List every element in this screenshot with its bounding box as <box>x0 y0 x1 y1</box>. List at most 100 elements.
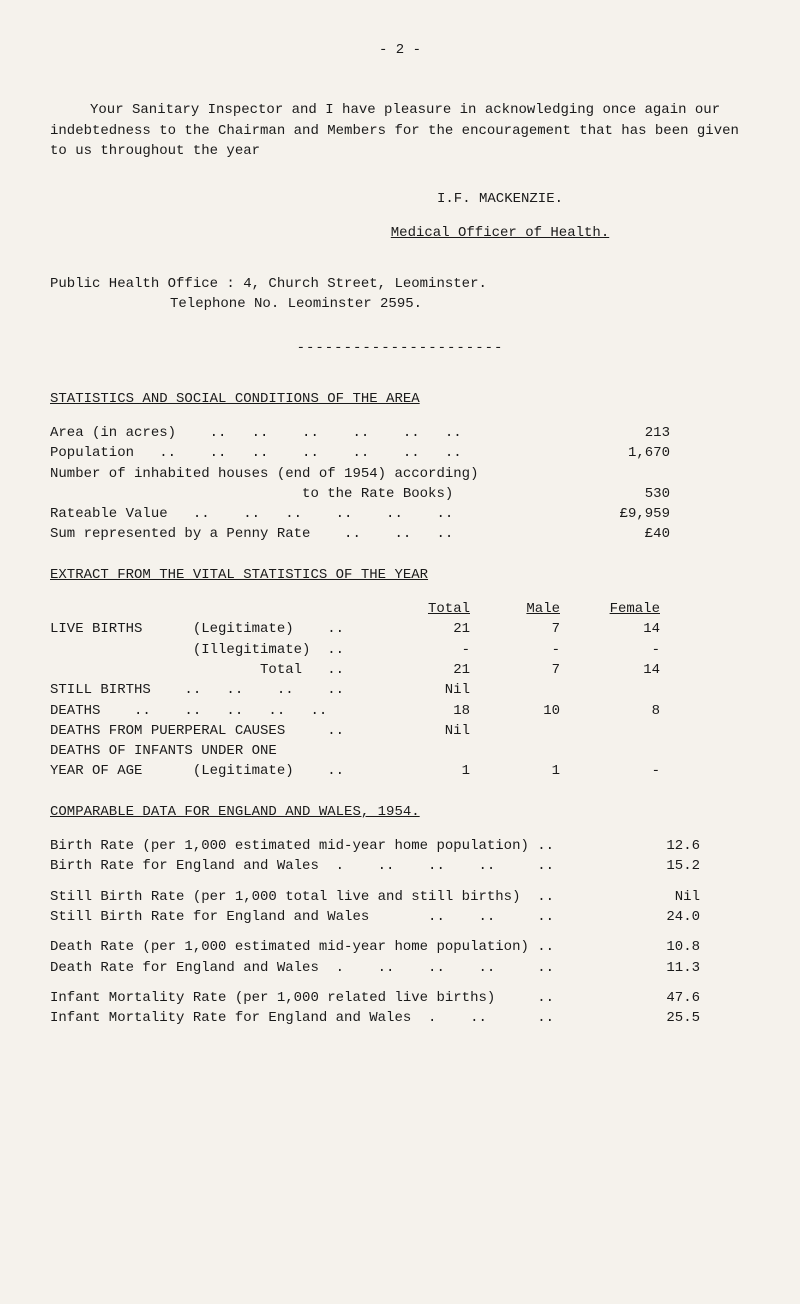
comparable-label: Birth Rate (per 1,000 estimated mid-year… <box>50 836 630 856</box>
heading-comparable: COMPARABLE DATA FOR ENGLAND AND WALES, 1… <box>50 802 750 822</box>
vital-cell: 21 <box>380 660 470 680</box>
comparable-label: Still Birth Rate (per 1,000 total live a… <box>50 887 630 907</box>
stat-value: 1,670 <box>550 443 670 463</box>
vital-cell <box>470 721 560 741</box>
comparable-row: Infant Mortality Rate (per 1,000 related… <box>50 988 750 1008</box>
comparable-value: 24.0 <box>630 907 700 927</box>
vital-header-row: TotalMaleFemale <box>50 599 750 619</box>
heading-statistics: STATISTICS AND SOCIAL CONDITIONS OF THE … <box>50 389 750 409</box>
comparable-gap <box>50 927 750 937</box>
office-line2: Telephone No. Leominster 2595. <box>50 294 750 314</box>
stat-row: Population .. .. .. .. .. .. ..1,670 <box>50 443 750 463</box>
comparable-row: Infant Mortality Rate for England and Wa… <box>50 1008 750 1028</box>
vital-row: DEATHS OF INFANTS UNDER ONE <box>50 741 750 761</box>
stat-value: £9,959 <box>550 504 670 524</box>
vital-cell <box>560 741 660 761</box>
comparable-block: Birth Rate (per 1,000 estimated mid-year… <box>50 836 750 1028</box>
stat-value: 213 <box>550 423 670 443</box>
page-number: - 2 - <box>50 40 750 60</box>
divider: ---------------------- <box>50 338 750 358</box>
stat-label: Area (in acres) .. .. .. .. .. .. <box>50 423 550 443</box>
comparable-value: 11.3 <box>630 958 700 978</box>
vital-row: DEATHS FROM PUERPERAL CAUSES ..Nil <box>50 721 750 741</box>
stat-label: Rateable Value .. .. .. .. .. .. <box>50 504 550 524</box>
statistics-block: Area (in acres) .. .. .. .. .. ..213Popu… <box>50 423 750 545</box>
vital-cell: DEATHS FROM PUERPERAL CAUSES .. <box>50 721 380 741</box>
comparable-row: Death Rate (per 1,000 estimated mid-year… <box>50 937 750 957</box>
comparable-value: 47.6 <box>630 988 700 1008</box>
vital-cell: YEAR OF AGE (Legitimate) .. <box>50 761 380 781</box>
intro-paragraph: Your Sanitary Inspector and I have pleas… <box>50 100 750 161</box>
comparable-gap <box>50 877 750 887</box>
stat-label: to the Rate Books) <box>50 484 550 504</box>
vital-header-cell: Female <box>560 599 660 619</box>
vital-cell: - <box>560 761 660 781</box>
vital-cell: 18 <box>380 701 470 721</box>
vital-cell: 7 <box>470 660 560 680</box>
vital-cell <box>560 680 660 700</box>
vital-cell: Nil <box>380 680 470 700</box>
vital-row: STILL BIRTHS .. .. .. ..Nil <box>50 680 750 700</box>
stat-value: 530 <box>550 484 670 504</box>
office-line1: Public Health Office : 4, Church Street,… <box>50 274 750 294</box>
comparable-value: 12.6 <box>630 836 700 856</box>
stat-value: £40 <box>550 524 670 544</box>
vital-row: LIVE BIRTHS (Legitimate) ..21714 <box>50 619 750 639</box>
comparable-value: 25.5 <box>630 1008 700 1028</box>
stat-value <box>550 464 670 484</box>
vital-cell: 7 <box>470 619 560 639</box>
comparable-label: Death Rate for England and Wales . .. ..… <box>50 958 630 978</box>
vital-cell: 14 <box>560 619 660 639</box>
stat-label: Sum represented by a Penny Rate .. .. .. <box>50 524 550 544</box>
vital-cell: 14 <box>560 660 660 680</box>
comparable-label: Birth Rate for England and Wales . .. ..… <box>50 856 630 876</box>
vital-cell <box>560 721 660 741</box>
stat-label: Population .. .. .. .. .. .. .. <box>50 443 550 463</box>
vital-cell: STILL BIRTHS .. .. .. .. <box>50 680 380 700</box>
vital-cell: Nil <box>380 721 470 741</box>
vital-cell: Total .. <box>50 660 380 680</box>
stat-row: to the Rate Books)530 <box>50 484 750 504</box>
signature-title: Medical Officer of Health. <box>250 223 750 243</box>
vital-header-cell: Total <box>380 599 470 619</box>
vital-header-cell: Male <box>470 599 560 619</box>
vital-header-cell <box>50 599 380 619</box>
comparable-row: Still Birth Rate for England and Wales .… <box>50 907 750 927</box>
vital-row: (Illegitimate) ..--- <box>50 640 750 660</box>
signature-name: I.F. MACKENZIE. <box>250 189 750 209</box>
comparable-value: 15.2 <box>630 856 700 876</box>
vital-cell: DEATHS OF INFANTS UNDER ONE <box>50 741 380 761</box>
vital-cell <box>470 741 560 761</box>
stat-row: Rateable Value .. .. .. .. .. ..£9,959 <box>50 504 750 524</box>
office-block: Public Health Office : 4, Church Street,… <box>50 274 750 315</box>
heading-vital: EXTRACT FROM THE VITAL STATISTICS OF THE… <box>50 565 750 585</box>
comparable-row: Birth Rate for England and Wales . .. ..… <box>50 856 750 876</box>
comparable-row: Birth Rate (per 1,000 estimated mid-year… <box>50 836 750 856</box>
comparable-gap <box>50 978 750 988</box>
comparable-row: Still Birth Rate (per 1,000 total live a… <box>50 887 750 907</box>
stat-row: Number of inhabited houses (end of 1954)… <box>50 464 750 484</box>
comparable-label: Infant Mortality Rate (per 1,000 related… <box>50 988 630 1008</box>
comparable-label: Still Birth Rate for England and Wales .… <box>50 907 630 927</box>
comparable-label: Infant Mortality Rate for England and Wa… <box>50 1008 630 1028</box>
vital-cell: 8 <box>560 701 660 721</box>
vital-cell: (Illegitimate) .. <box>50 640 380 660</box>
vital-row: DEATHS .. .. .. .. .. 18108 <box>50 701 750 721</box>
stat-row: Sum represented by a Penny Rate .. .. ..… <box>50 524 750 544</box>
vital-cell: 1 <box>380 761 470 781</box>
vital-cell: 10 <box>470 701 560 721</box>
vital-cell: 21 <box>380 619 470 639</box>
signature-title-text: Medical Officer of Health. <box>391 225 609 241</box>
vital-stats-table: TotalMaleFemaleLIVE BIRTHS (Legitimate) … <box>50 599 750 782</box>
vital-cell: DEATHS .. .. .. .. .. <box>50 701 380 721</box>
vital-cell <box>470 680 560 700</box>
vital-row: YEAR OF AGE (Legitimate) ..11- <box>50 761 750 781</box>
vital-row: Total ..21714 <box>50 660 750 680</box>
comparable-label: Death Rate (per 1,000 estimated mid-year… <box>50 937 630 957</box>
vital-cell: - <box>560 640 660 660</box>
comparable-value: Nil <box>630 887 700 907</box>
vital-cell: 1 <box>470 761 560 781</box>
vital-cell: - <box>470 640 560 660</box>
vital-cell: LIVE BIRTHS (Legitimate) .. <box>50 619 380 639</box>
stat-label: Number of inhabited houses (end of 1954)… <box>50 464 550 484</box>
